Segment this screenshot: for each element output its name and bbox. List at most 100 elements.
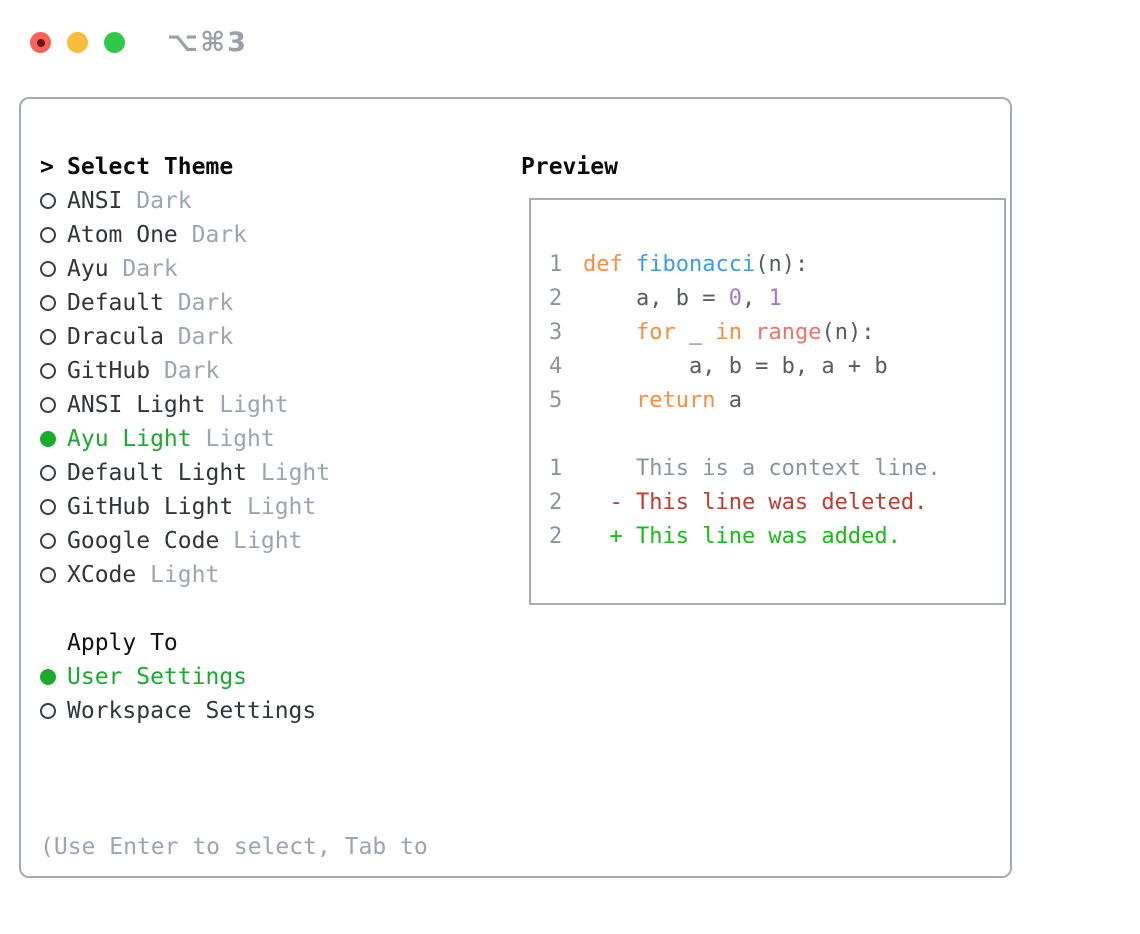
radio-cell [40, 184, 67, 218]
code-token [742, 316, 755, 350]
theme-variant-badge: Dark [177, 324, 234, 350]
close-button[interactable] [30, 32, 51, 53]
theme-list-item[interactable]: XCode Light [40, 558, 428, 592]
apply-option-label: Workspace Settings [67, 698, 317, 724]
apply-option-label: User Settings [67, 664, 248, 690]
code-token: + This line was added. [583, 524, 901, 549]
theme-list-item[interactable]: Ayu Dark [40, 252, 428, 286]
code-token: in [715, 320, 742, 345]
theme-variant-badge: Light [150, 562, 220, 588]
theme-list-item[interactable]: GitHub Dark [40, 354, 428, 388]
code-token: 1 [768, 286, 782, 311]
code-line: 2 - This line was deleted. [549, 486, 1004, 520]
code-token: for [635, 320, 676, 345]
theme-list-item[interactable]: Default Light Light [40, 456, 428, 490]
code-line: 5 return a [549, 384, 1004, 418]
radio-cell [40, 558, 67, 592]
minimize-button[interactable] [67, 32, 88, 53]
hint-text: (Use Enter to select, Tab to change focu… [40, 762, 428, 934]
code-token [583, 316, 636, 350]
code-token: (n): [755, 252, 809, 277]
radio-icon [40, 295, 56, 311]
code-token: a, b = [583, 286, 729, 311]
radio-icon [40, 465, 56, 481]
line-number: 2 [549, 524, 563, 549]
radio-cell [40, 218, 67, 252]
theme-list: ANSI Dark Atom One Dark Ayu Dark Default Da… [40, 184, 428, 592]
theme-column: > Select Theme ANSI Dark Atom One Dark Ayu… [40, 150, 428, 934]
theme-variant-badge: Dark [177, 290, 234, 316]
code-token: a, b = b, a + b [583, 354, 888, 379]
theme-variant-badge: Light [205, 426, 275, 452]
theme-variant-badge: Light [233, 528, 303, 554]
radio-icon [40, 227, 56, 243]
theme-picker-panel: > Select Theme ANSI Dark Atom One Dark Ayu… [19, 97, 1012, 878]
radio-icon [40, 397, 56, 413]
code-token: - This line was deleted. [583, 490, 928, 515]
theme-list-item[interactable]: Ayu Light Light [40, 422, 428, 456]
code-token: range [755, 320, 822, 345]
line-number: 5 [549, 388, 563, 413]
radio-cell [40, 490, 67, 524]
radio-cell [40, 456, 67, 490]
theme-list-item[interactable]: GitHub Light Light [40, 490, 428, 524]
theme-list-item[interactable]: Dracula Dark [40, 320, 428, 354]
line-number: 3 [549, 320, 563, 345]
theme-name: ANSI Light [67, 392, 220, 418]
theme-name: Ayu [67, 256, 123, 282]
theme-panel-header: > Select Theme [40, 150, 428, 184]
theme-variant-badge: Light [219, 392, 289, 418]
theme-name: ANSI [67, 188, 137, 214]
radio-icon [40, 567, 56, 583]
theme-name: Default [67, 290, 178, 316]
maximize-button[interactable] [104, 32, 125, 53]
theme-variant-badge: Dark [122, 256, 178, 282]
radio-cell [40, 354, 67, 388]
theme-name: Atom One [67, 222, 192, 248]
radio-cell [40, 524, 67, 558]
preview-title: Preview [521, 154, 618, 180]
radio-selected-icon [40, 431, 56, 447]
line-number: 2 [549, 286, 563, 311]
apply-to-option[interactable]: Workspace Settings [40, 694, 428, 728]
theme-name: Google Code [67, 528, 234, 554]
radio-cell [40, 252, 67, 286]
theme-list-item[interactable]: ANSI Light Light [40, 388, 428, 422]
radio-cell [40, 320, 67, 354]
radio-icon [40, 261, 56, 277]
code-token: , [741, 286, 769, 311]
radio-icon [40, 363, 56, 379]
theme-list-item[interactable]: ANSI Dark [40, 184, 428, 218]
theme-panel-title: Select Theme [67, 154, 234, 180]
theme-list-item[interactable]: Default Dark [40, 286, 428, 320]
apply-to-title: Apply To [67, 630, 178, 656]
spacer [40, 592, 428, 626]
code-line: 4 a, b = b, a + b [549, 350, 1004, 384]
code-line: 1 This is a context line. [549, 452, 1004, 486]
code-token: This is a context line. [583, 456, 941, 481]
theme-name: Ayu Light [67, 426, 206, 452]
theme-variant-badge: Light [260, 460, 331, 486]
record-dot-icon [36, 38, 45, 47]
theme-name: GitHub Light [67, 494, 248, 520]
theme-list-item[interactable]: Atom One Dark [40, 218, 428, 252]
theme-variant-badge: Dark [136, 188, 192, 214]
code-token: a [715, 388, 742, 413]
code-line: 2 + This line was added. [549, 520, 1004, 554]
blank-line [549, 418, 1004, 452]
radio-selected-icon [40, 669, 56, 685]
theme-name: GitHub [67, 358, 164, 384]
line-number: 2 [549, 490, 563, 515]
code-token: def [583, 252, 623, 277]
theme-variant-badge: Dark [191, 222, 248, 248]
apply-to-option[interactable]: User Settings [40, 660, 428, 694]
apply-to-header: Apply To [40, 626, 428, 660]
code-token: 0 [728, 286, 742, 311]
theme-variant-badge: Dark [163, 358, 220, 384]
theme-list-item[interactable]: Google Code Light [40, 524, 428, 558]
code-token [583, 384, 636, 418]
